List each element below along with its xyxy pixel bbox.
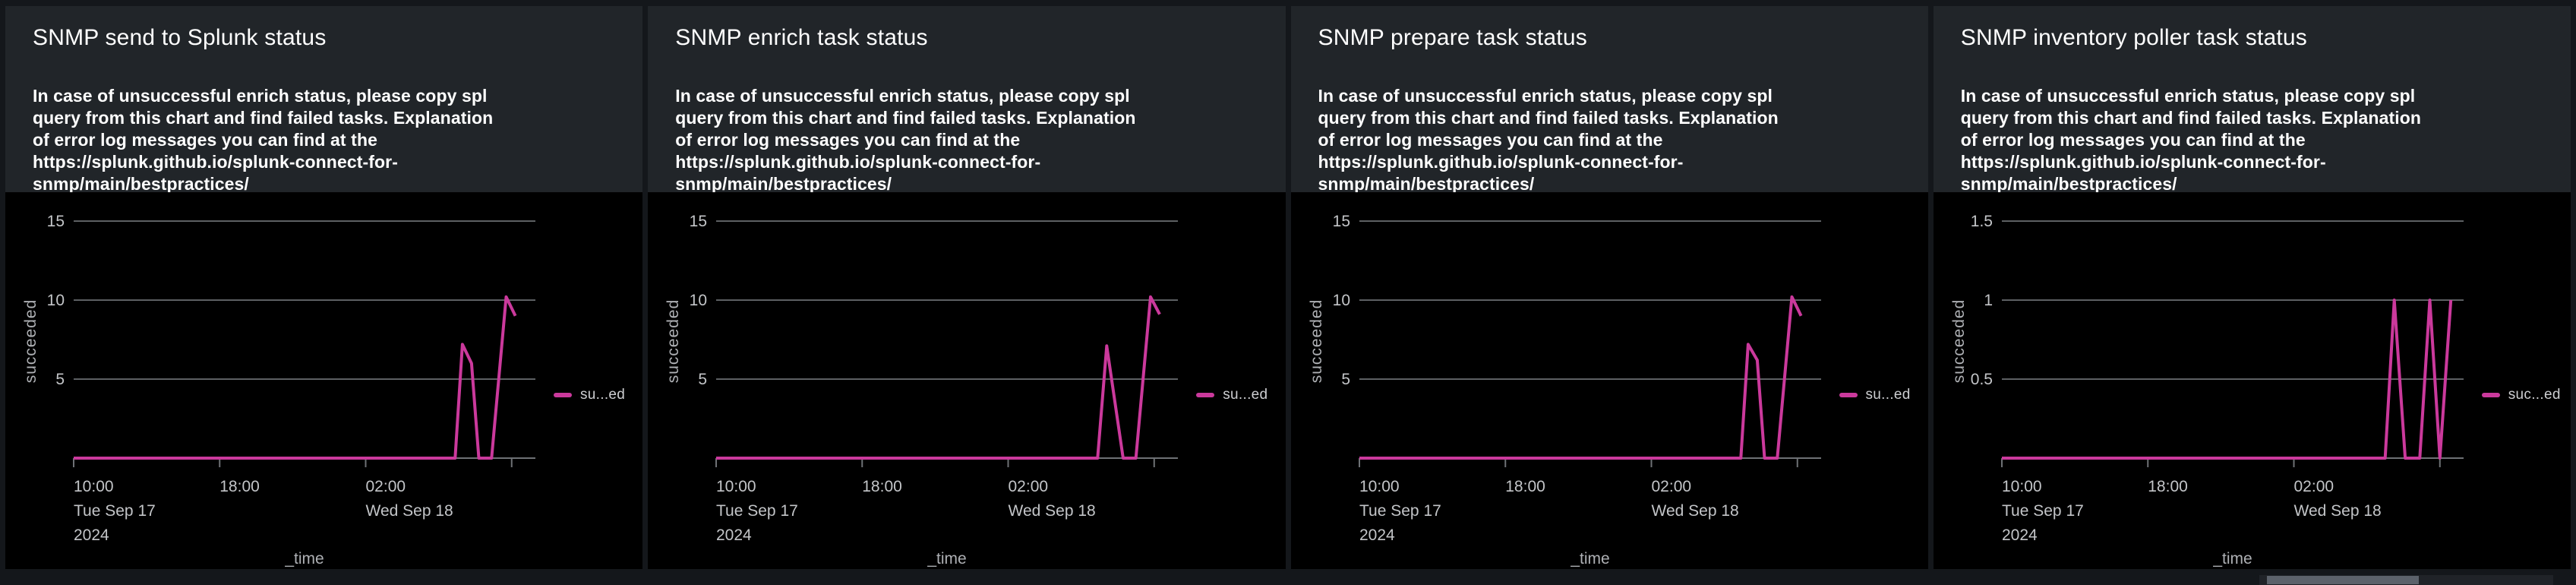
bottom-bar bbox=[0, 575, 2576, 585]
x-tick-day-label: Tue Sep 17 bbox=[74, 502, 156, 520]
x-tick-label: 10:00 bbox=[2002, 478, 2042, 495]
x-tick-day-label: Tue Sep 17 bbox=[1359, 502, 1441, 520]
x-tick-label: 02:00 bbox=[2293, 478, 2334, 495]
legend-label[interactable]: suc...ed bbox=[2508, 387, 2561, 403]
chart-area-send-to-splunk: 5 10 15 succeeded 10:00 Tue Sep 17 2024 18:00 02… bbox=[5, 192, 643, 569]
y-tick-label: 15 bbox=[690, 213, 707, 230]
y-tick-label: 1.5 bbox=[1971, 213, 1993, 230]
x-tick-label: 18:00 bbox=[2148, 478, 2188, 495]
legend[interactable]: suc...ed bbox=[2481, 387, 2561, 403]
x-tick-label: 02:00 bbox=[1651, 478, 1691, 495]
legend-swatch bbox=[1839, 393, 1858, 397]
x-tick-year-label: 2024 bbox=[1359, 526, 1395, 544]
x-tick-label: 10:00 bbox=[716, 478, 756, 495]
x-tick-label: 18:00 bbox=[1505, 478, 1545, 495]
x-tick-label: 02:00 bbox=[1009, 478, 1049, 495]
chart-area-inventory-poller: 0.5 1 1.5 succeeded 10:00 Tue Sep 17 2024 18:00… bbox=[1933, 192, 2571, 569]
legend-swatch bbox=[2481, 393, 2500, 397]
horizontal-scrollbar-thumb[interactable] bbox=[2267, 576, 2419, 584]
line-chart-inventory-poller[interactable]: 0.5 1 1.5 succeeded 10:00 Tue Sep 17 2024 18:00… bbox=[1934, 192, 2571, 569]
panel-snmp-enrich-task-status: SNMP enrich task status In case of unsuc… bbox=[648, 6, 1286, 569]
y-tick-label: 5 bbox=[55, 371, 65, 388]
y-tick-label: 15 bbox=[1332, 213, 1350, 230]
panel-title: SNMP inventory poller task status bbox=[1960, 25, 2307, 50]
y-tick-label: 10 bbox=[1332, 292, 1350, 309]
y-tick-label: 5 bbox=[1341, 371, 1350, 388]
y-axis-title: succeeded bbox=[665, 299, 682, 384]
x-tick-year-label: 2024 bbox=[716, 526, 752, 544]
x-axis-title: _time bbox=[2212, 550, 2252, 568]
legend[interactable]: su...ed bbox=[1196, 387, 1267, 403]
panel-snmp-prepare-task-status: SNMP prepare task status In case of unsu… bbox=[1290, 6, 1928, 569]
x-tick-label: 10:00 bbox=[1359, 478, 1400, 495]
x-tick-day-label: Tue Sep 17 bbox=[2002, 502, 2084, 520]
legend[interactable]: su...ed bbox=[554, 387, 625, 403]
y-tick-label: 15 bbox=[47, 213, 65, 230]
chart-area-prepare-task: 5 10 15 succeeded 10:00 Tue Sep 17 2024 18:00 02… bbox=[1290, 192, 1928, 569]
x-tick-label: 18:00 bbox=[219, 478, 260, 495]
series-line-succeeded[interactable] bbox=[74, 295, 517, 460]
y-tick-label: 1 bbox=[1984, 292, 1993, 309]
x-axis-title: _time bbox=[284, 550, 324, 568]
panel-header: SNMP prepare task status In case of unsu… bbox=[1290, 6, 1928, 194]
legend-label[interactable]: su...ed bbox=[1865, 387, 1911, 403]
dashboard: SNMP send to Splunk status In case of un… bbox=[5, 6, 2571, 569]
x-tick-label: 18:00 bbox=[863, 478, 903, 495]
y-axis-title: succeeded bbox=[1950, 299, 1968, 384]
line-chart-send-to-splunk[interactable]: 5 10 15 succeeded 10:00 Tue Sep 17 2024 18:00 02… bbox=[5, 192, 642, 569]
panel-description: In case of unsuccessful enrich status, p… bbox=[33, 86, 494, 194]
series-line-succeeded[interactable] bbox=[1359, 295, 1802, 460]
x-tick-day-label: Wed Sep 18 bbox=[1009, 502, 1096, 520]
y-tick-label: 0.5 bbox=[1971, 371, 1993, 388]
y-axis-title: succeeded bbox=[22, 299, 39, 384]
panel-snmp-send-to-splunk-status: SNMP send to Splunk status In case of un… bbox=[5, 6, 643, 569]
line-chart-prepare-task[interactable]: 5 10 15 succeeded 10:00 Tue Sep 17 2024 18:00 02… bbox=[1291, 192, 1928, 569]
x-tick-year-label: 2024 bbox=[2002, 526, 2038, 544]
panel-snmp-inventory-poller-task-status: SNMP inventory poller task status In cas… bbox=[1933, 6, 2571, 569]
y-tick-label: 10 bbox=[690, 292, 707, 309]
panel-header: SNMP enrich task status In case of unsuc… bbox=[648, 6, 1286, 194]
chart-area-enrich-task: 5 10 15 succeeded 10:00 Tue Sep 17 2024 18:00 02… bbox=[648, 192, 1286, 569]
panel-title: SNMP send to Splunk status bbox=[33, 25, 327, 50]
panel-description: In case of unsuccessful enrich status, p… bbox=[675, 86, 1136, 194]
legend-label[interactable]: su...ed bbox=[1223, 387, 1268, 403]
x-axis-title: _time bbox=[1570, 550, 1609, 568]
x-tick-day-label: Tue Sep 17 bbox=[716, 502, 798, 520]
panel-header: SNMP send to Splunk status In case of un… bbox=[5, 6, 643, 194]
panel-title: SNMP prepare task status bbox=[1318, 25, 1587, 50]
line-chart-enrich-task[interactable]: 5 10 15 succeeded 10:00 Tue Sep 17 2024 18:00 02… bbox=[648, 192, 1285, 569]
x-tick-day-label: Wed Sep 18 bbox=[2293, 502, 2381, 520]
horizontal-scrollbar-track[interactable] bbox=[2259, 575, 2553, 585]
panel-description: In case of unsuccessful enrich status, p… bbox=[1318, 86, 1779, 194]
legend-swatch bbox=[1196, 393, 1215, 397]
panel-title: SNMP enrich task status bbox=[675, 25, 928, 50]
x-tick-day-label: Wed Sep 18 bbox=[366, 502, 453, 520]
x-tick-day-label: Wed Sep 18 bbox=[1651, 502, 1738, 520]
panel-header: SNMP inventory poller task status In cas… bbox=[1933, 6, 2571, 194]
y-axis-title: succeeded bbox=[1308, 299, 1325, 384]
series-line-succeeded[interactable] bbox=[2001, 299, 2452, 460]
y-tick-label: 5 bbox=[699, 371, 708, 388]
y-tick-label: 10 bbox=[47, 292, 65, 309]
x-tick-label: 02:00 bbox=[366, 478, 406, 495]
legend-swatch bbox=[554, 393, 572, 397]
legend[interactable]: su...ed bbox=[1839, 387, 1911, 403]
x-tick-year-label: 2024 bbox=[74, 526, 109, 544]
x-tick-label: 10:00 bbox=[74, 478, 114, 495]
series-line-succeeded[interactable] bbox=[716, 295, 1162, 460]
x-axis-title: _time bbox=[927, 550, 967, 568]
panel-description: In case of unsuccessful enrich status, p… bbox=[1960, 86, 2422, 194]
legend-label[interactable]: su...ed bbox=[580, 387, 626, 403]
